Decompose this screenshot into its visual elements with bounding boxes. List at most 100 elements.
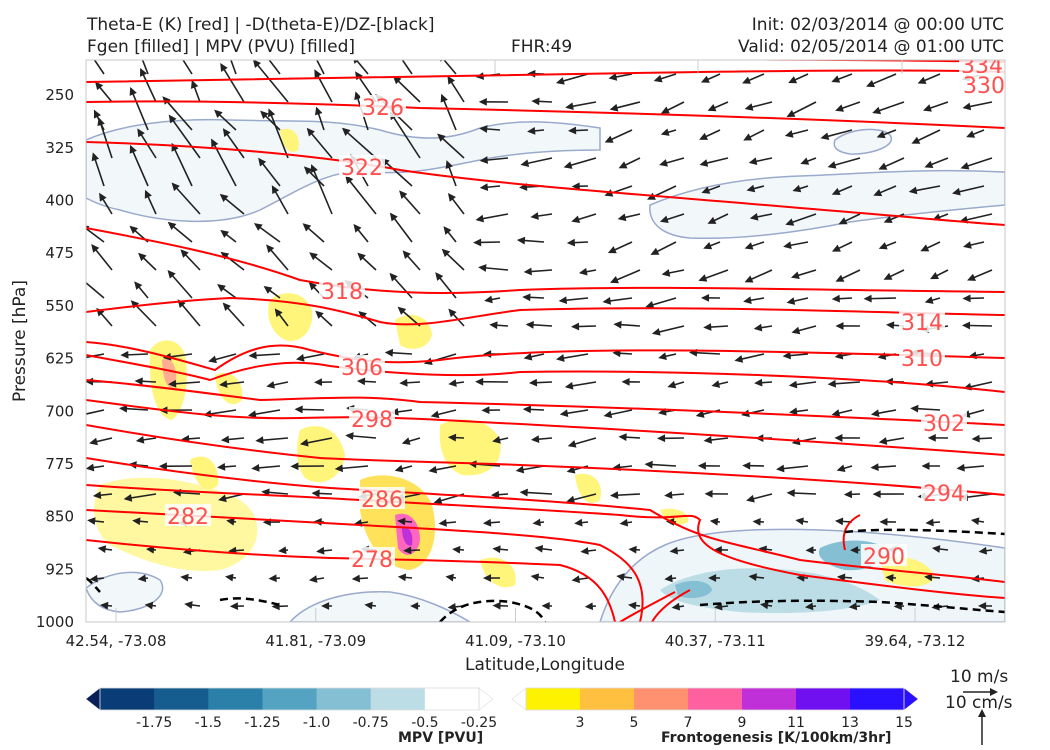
- theta-e-label-322: 322: [341, 156, 383, 181]
- wind-vector-head: [911, 136, 921, 144]
- theta-e-label-bg: [921, 481, 967, 503]
- colorbar-swatch: [316, 688, 372, 710]
- wind-vector-head: [100, 601, 109, 610]
- fgen-fill: [190, 456, 219, 490]
- theta-e-contour-290-fragment: [842, 514, 861, 551]
- wind-vector-head: [397, 573, 407, 582]
- colorbar-swatch: [262, 688, 318, 710]
- wind-vector-head: [555, 77, 565, 85]
- wind-vector-head: [776, 464, 785, 473]
- wind-vector-head: [664, 491, 673, 499]
- theta-e-contour-298: [86, 399, 1005, 456]
- wind-vector-head: [660, 106, 670, 114]
- colorbar-tick-label: -1.25: [244, 715, 280, 731]
- wind-vector: [163, 97, 193, 131]
- wind-vector: [182, 60, 193, 75]
- wind-vector-head: [827, 161, 837, 169]
- wind-vector-head: [261, 488, 270, 497]
- wind-vector-head: [559, 409, 569, 418]
- wind-vector-head: [492, 601, 501, 610]
- wind-vector-head: [878, 437, 888, 445]
- fgen-fill: [268, 293, 313, 341]
- wind-vector-head: [786, 109, 796, 117]
- wind-vector-head: [872, 490, 881, 498]
- y-tick-label: 550: [45, 297, 74, 315]
- theta-e-contour-322: [86, 141, 1005, 226]
- theta-e-label-bg: [921, 411, 967, 433]
- wind-vector-head: [671, 602, 681, 611]
- wind-vector-head: [742, 76, 751, 84]
- wind-vector-head: [399, 378, 408, 387]
- theta-e-contour-290: [86, 457, 1005, 583]
- wind-vector-head: [306, 127, 315, 137]
- wind-vector-head: [759, 601, 769, 610]
- theta-e-contour-318: [86, 227, 1005, 294]
- wind-vector-head: [711, 380, 721, 388]
- colorbar-swatch: [154, 688, 209, 710]
- wind-vector: [443, 60, 457, 75]
- wind-vector-head: [789, 407, 798, 416]
- wind-vector-head: [309, 252, 318, 261]
- wind-vector-head: [879, 518, 888, 526]
- colorbar-extend-left: [511, 687, 527, 711]
- wind-vector-head: [660, 128, 670, 136]
- wind-vector-head: [530, 573, 540, 582]
- theta-e-contour-326: [86, 100, 1005, 129]
- y-tick-label: 775: [45, 455, 74, 473]
- theta-e-label-326: 326: [362, 96, 404, 121]
- wind-vector-head: [784, 130, 794, 138]
- wind-vector-head: [571, 182, 580, 191]
- wind-vector-head: [448, 379, 457, 387]
- y-axis-label: Pressure [hPa]: [10, 280, 30, 402]
- wind-vector-head: [353, 223, 362, 233]
- mpv-fill: [86, 571, 164, 613]
- wind-vector-head: [564, 381, 574, 390]
- wind-vector-head: [86, 463, 95, 472]
- wind-vector-head: [878, 162, 888, 170]
- wind-vector-head: [91, 152, 100, 162]
- wind-vector-head: [394, 464, 404, 473]
- wind-vector-head: [578, 267, 588, 276]
- wind-vector-head: [522, 293, 531, 302]
- wind-vector-head: [522, 405, 532, 414]
- wind-vector-head: [492, 545, 501, 554]
- colorbar-swatch: [688, 688, 743, 710]
- x-tick-label: 41.81, -73.09: [265, 632, 366, 650]
- wind-vector-head: [923, 104, 932, 112]
- wind-vector-head: [574, 518, 583, 527]
- y-tick-label: 1000: [36, 613, 74, 631]
- wind-vector-head: [95, 81, 104, 91]
- wind-vector-head: [978, 602, 987, 610]
- wind-vector-head: [831, 294, 840, 303]
- wind-vector-head: [628, 545, 637, 554]
- wind-vector-head: [430, 410, 440, 419]
- wind-vector-head: [978, 546, 988, 555]
- wind-vector-head: [137, 574, 147, 583]
- wind-vector-head: [749, 213, 759, 221]
- wind-vector-head: [303, 32, 308, 38]
- wind-vector-head: [788, 380, 798, 389]
- mpv-fill: [833, 128, 893, 155]
- wind-vector-head: [515, 465, 525, 474]
- colorbar-tick-label: 13: [841, 715, 859, 731]
- x-axis: 42.54, -73.08 41.81, -73.09 41.09, -73.10 4…: [66, 60, 965, 650]
- colorbar-swatch: [208, 688, 263, 710]
- wind-vector-head: [908, 186, 918, 195]
- colorbar-tick-label: -1.75: [136, 715, 172, 731]
- theta-e-label-282: 282: [167, 505, 209, 530]
- fgen-colorbar: 3 5 7 9 11 13 15: [511, 687, 919, 731]
- wind-vector-head: [792, 184, 802, 193]
- theta-e-label-bg: [349, 407, 395, 429]
- wind-vector-head: [883, 215, 893, 223]
- wind-vector-head: [695, 410, 705, 418]
- wind-vector-head: [278, 546, 287, 555]
- wind-vector-head: [863, 294, 872, 303]
- fgen-fill: [480, 557, 516, 588]
- theta-e-label-298: 298: [351, 408, 393, 433]
- colorbar-outline: [525, 687, 905, 711]
- theta-e-label-bg: [349, 547, 395, 569]
- wind-vector-head: [401, 437, 411, 445]
- mpv-colorbar: -1.75 -1.5 -1.25 -1.0 -0.75 -0.5 -0.25: [85, 687, 497, 731]
- wind-vector-head: [917, 76, 927, 84]
